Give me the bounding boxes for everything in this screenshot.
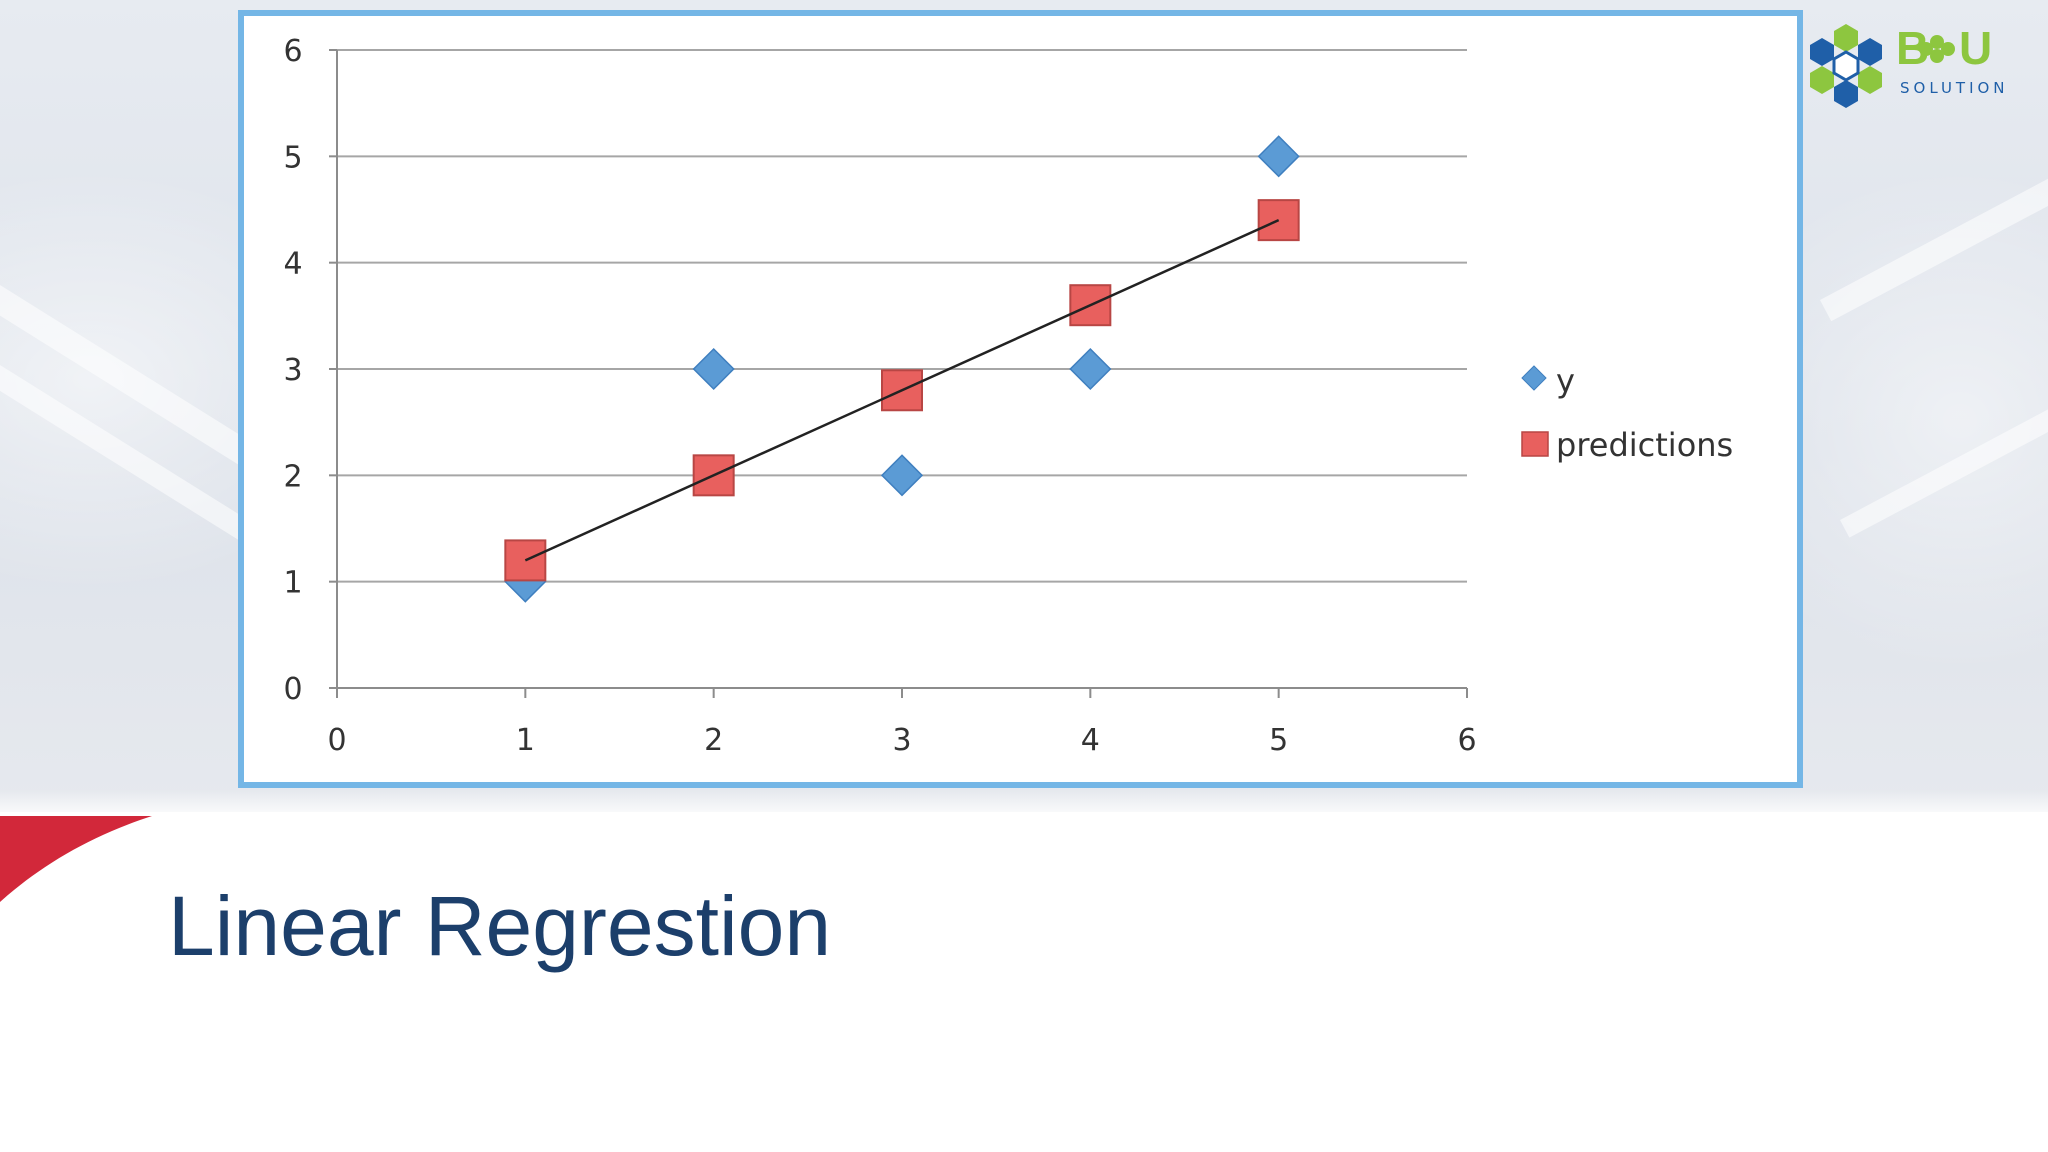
x-tick-label: 2 [704, 723, 723, 758]
x-tick-label: 0 [327, 723, 346, 758]
legend-predictions-label: predictions [1556, 426, 1733, 464]
regression-line [524, 218, 1280, 562]
y-tick-label: 5 [283, 140, 302, 175]
company-logo: B U SOLUTION [1810, 22, 2009, 108]
logo-mark-icon [1810, 24, 1882, 108]
x-tick-label: 6 [1457, 723, 1476, 758]
chart-frame: 0 1 2 3 4 5 6 0 1 2 3 4 5 6 y predictions [238, 10, 1803, 788]
chart: 0 1 2 3 4 5 6 0 1 2 3 4 5 6 y predictions [283, 34, 1733, 758]
logo-clover-icon [1919, 35, 1955, 63]
logo-subtext: SOLUTION [1900, 79, 2009, 97]
logo-text-u: U [1959, 22, 1992, 74]
accent-shape [0, 816, 152, 902]
slide-title: Linear Regrestion [168, 879, 832, 973]
legend-y-marker [1521, 365, 1547, 391]
legend-y-label: y [1556, 362, 1575, 400]
y-tick-label: 1 [283, 566, 302, 601]
x-tick-label: 1 [516, 723, 535, 758]
legend-predictions-marker [1521, 431, 1549, 457]
y-tick-label: 4 [283, 247, 302, 282]
y-point [692, 347, 735, 391]
y-point [1257, 135, 1300, 178]
y-tick-label: 0 [283, 672, 302, 707]
y-tick-label: 3 [283, 353, 302, 388]
y-point [1069, 347, 1112, 391]
x-tick-label: 4 [1081, 723, 1100, 758]
prediction-point [1257, 199, 1300, 242]
x-tick-label: 3 [892, 723, 911, 758]
background-fade [0, 790, 2048, 820]
y-point [880, 454, 924, 497]
x-tick-label: 5 [1269, 723, 1288, 758]
y-tick-label: 2 [283, 459, 302, 494]
y-tick-label: 6 [283, 34, 302, 69]
